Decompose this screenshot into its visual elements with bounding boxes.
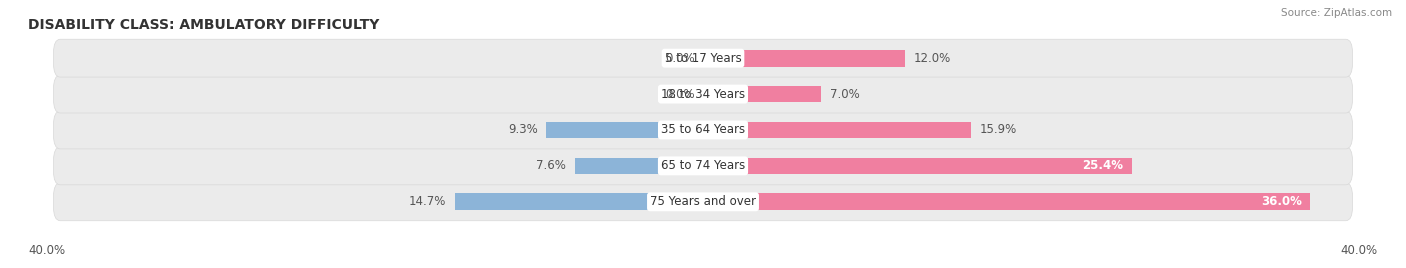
Text: 15.9%: 15.9% [980, 124, 1017, 136]
FancyBboxPatch shape [53, 39, 1353, 77]
Bar [703, 193, 1310, 210]
Text: Source: ZipAtlas.com: Source: ZipAtlas.com [1281, 8, 1392, 18]
Text: 35 to 64 Years: 35 to 64 Years [661, 124, 745, 136]
Bar [703, 86, 821, 102]
Bar [703, 50, 905, 66]
Text: 75 Years and over: 75 Years and over [650, 195, 756, 208]
FancyBboxPatch shape [53, 75, 1353, 113]
Bar [575, 158, 703, 174]
Text: 40.0%: 40.0% [1341, 244, 1378, 257]
Text: 0.0%: 0.0% [665, 52, 695, 65]
Text: 14.7%: 14.7% [409, 195, 447, 208]
Bar [546, 122, 703, 138]
Text: DISABILITY CLASS: AMBULATORY DIFFICULTY: DISABILITY CLASS: AMBULATORY DIFFICULTY [28, 18, 380, 32]
Text: 7.6%: 7.6% [537, 159, 567, 172]
FancyBboxPatch shape [53, 183, 1353, 221]
Text: 5 to 17 Years: 5 to 17 Years [665, 52, 741, 65]
Text: 0.0%: 0.0% [665, 88, 695, 100]
Text: 7.0%: 7.0% [830, 88, 859, 100]
Text: 9.3%: 9.3% [508, 124, 537, 136]
Text: 12.0%: 12.0% [914, 52, 950, 65]
Bar [456, 193, 703, 210]
Text: 65 to 74 Years: 65 to 74 Years [661, 159, 745, 172]
Bar [703, 122, 972, 138]
FancyBboxPatch shape [53, 111, 1353, 149]
FancyBboxPatch shape [53, 147, 1353, 185]
Legend: Male, Female: Male, Female [637, 267, 769, 268]
Bar [703, 158, 1132, 174]
Text: 36.0%: 36.0% [1261, 195, 1302, 208]
Text: 40.0%: 40.0% [28, 244, 65, 257]
Text: 25.4%: 25.4% [1083, 159, 1123, 172]
Text: 18 to 34 Years: 18 to 34 Years [661, 88, 745, 100]
